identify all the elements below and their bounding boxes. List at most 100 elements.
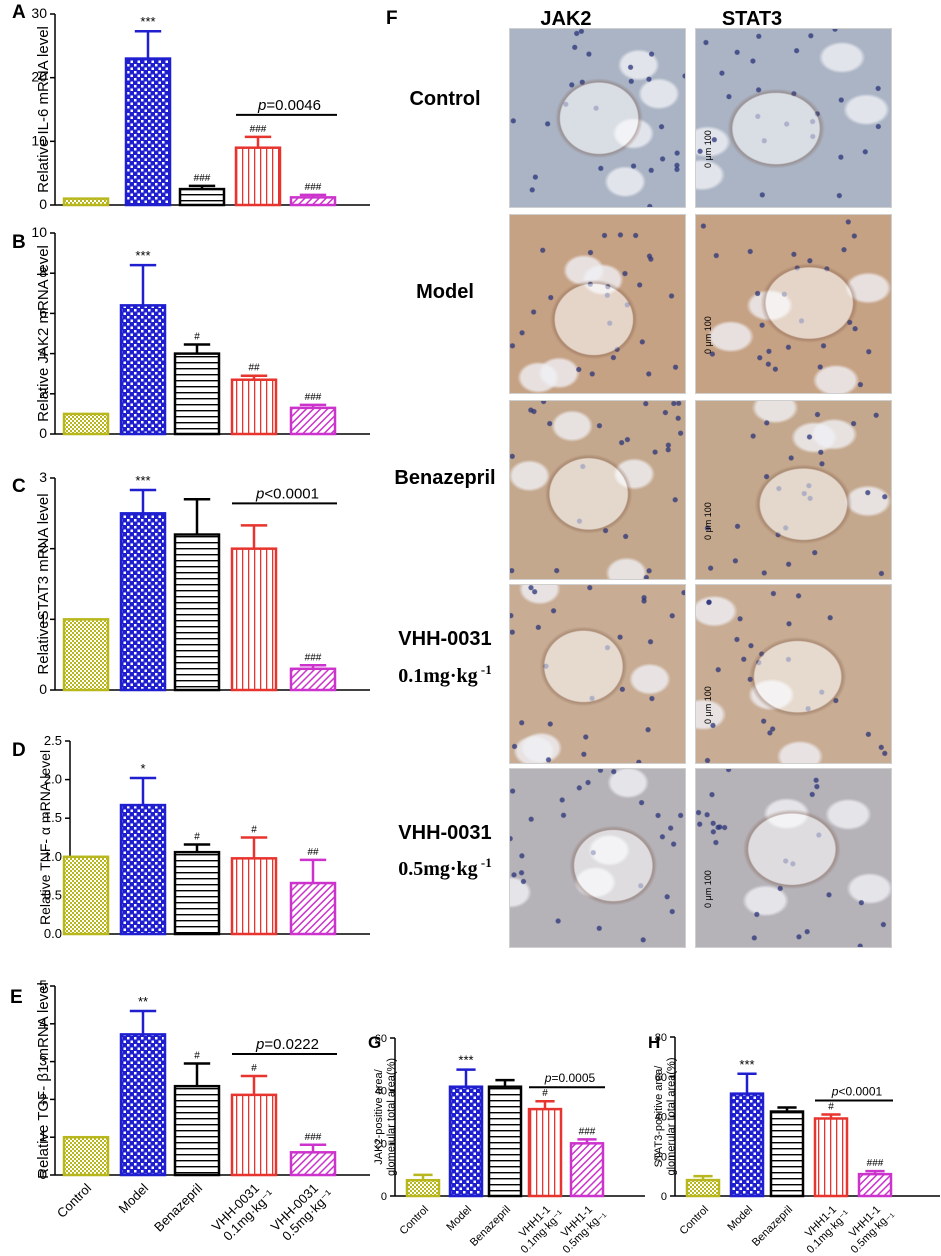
y-tick-label: 0 (39, 196, 47, 212)
bar (173, 533, 221, 692)
significance-label: ** (138, 994, 148, 1009)
panel-letter: D (12, 740, 26, 761)
row-label-dose: 0.5mg·kg -1 (398, 855, 492, 880)
chart-panel-g: G 0 20 40 60 JAK2-positive area/glomerular to… (368, 1033, 645, 1203)
y-tick-label: 2 (39, 385, 47, 401)
bar (230, 1093, 278, 1177)
row-label: Benazepril (394, 467, 495, 489)
y-tick-label: 1 (39, 1128, 47, 1144)
bar (173, 352, 221, 436)
bar (527, 1107, 563, 1198)
histology-image (509, 214, 686, 394)
significance-label: *** (140, 14, 155, 29)
x-category-label: Model (115, 1180, 151, 1216)
significance-label: ### (305, 652, 322, 663)
x-category-label: VHH1-10.5mg·kg₋₁ (840, 1199, 897, 1256)
y-tick-label: 40 (375, 1086, 387, 1098)
panel-letter: E (10, 987, 23, 1008)
y-tick-label: 10 (31, 224, 47, 240)
bar (230, 857, 278, 936)
scale-bar-label: 0 μm 100 (703, 870, 713, 908)
y-axis-label: Relative JAK2 mRNA level (35, 245, 52, 422)
scale-bar-label: 0 μm 100 (703, 316, 713, 354)
y-tick-label: 0 (39, 1166, 47, 1182)
y-tick-label: 1.5 (44, 810, 62, 825)
scale-bar-label: 0 μm 100 (703, 130, 713, 168)
row-label: Model (416, 281, 474, 303)
significance-label: *** (135, 248, 150, 263)
x-category-label: Benazepril (750, 1204, 795, 1249)
bar (230, 547, 278, 692)
bar (289, 667, 337, 692)
scale-bar-label: 0 μm 100 (703, 686, 713, 724)
x-category-label: VHH1-10.1mg·kg⁻¹ (796, 1199, 853, 1256)
y-tick-label: 60 (655, 1072, 667, 1084)
bar (119, 1033, 167, 1177)
significance-label: # (251, 1063, 257, 1074)
bar (62, 412, 110, 436)
bar (405, 1178, 441, 1198)
bar (289, 1151, 337, 1177)
y-tick-label: 2.5 (44, 733, 62, 748)
bar (62, 1135, 110, 1177)
significance-label: # (194, 831, 200, 842)
histology-image (509, 768, 686, 948)
y-tick-label: 10 (31, 132, 47, 148)
histology-image (695, 400, 892, 580)
y-tick-label: 1 (39, 610, 47, 626)
y-axis-label: RelativeSTAT3 mRNA level (35, 493, 52, 674)
histology-image (509, 28, 686, 208)
chart-panel-d: D 0.0 0.5 1.0 1.5 2.0 2.5 Relative TNF- α mRNA … (12, 733, 370, 941)
bar (289, 881, 337, 936)
x-category-label: Benazepril (151, 1180, 205, 1234)
bar (230, 378, 278, 436)
column-header: STAT3 (722, 8, 782, 30)
histology-image (695, 768, 892, 948)
y-tick-label: 20 (375, 1138, 387, 1150)
chart-panel-a: A 0 10 20 30 Relative IL-6 mRNA level *** ### ##… (12, 2, 370, 212)
bar (124, 57, 172, 207)
x-category-label: Control (398, 1204, 432, 1238)
p-value-label: p<0.0001 (831, 1085, 883, 1099)
y-tick-label: 6 (39, 304, 47, 320)
significance-label: # (194, 332, 200, 343)
row-label: VHH-0031 (398, 822, 491, 844)
bar (289, 196, 337, 207)
histology-image (695, 584, 892, 764)
x-category-label: Control (678, 1204, 712, 1238)
x-category-label: Benazepril (468, 1204, 513, 1249)
x-category-label: VHH-00310.1mg·kg⁻¹ (209, 1176, 278, 1245)
p-value-label: p=0.0046 (257, 97, 321, 114)
significance-label: ### (194, 173, 211, 184)
bar (857, 1172, 893, 1198)
significance-label: ## (248, 363, 260, 374)
significance-label: *** (135, 473, 150, 488)
p-value-label: p=0.0222 (255, 1036, 319, 1053)
y-tick-label: 0.5 (44, 887, 62, 902)
y-tick-label: 0 (39, 681, 47, 697)
bar (289, 406, 337, 436)
histology-image (509, 584, 686, 764)
y-tick-label: 0 (381, 1191, 387, 1203)
x-category-label: VHH1-10.5mg·kg₋₁ (552, 1199, 609, 1256)
significance-label: # (251, 825, 257, 836)
bar (62, 855, 110, 936)
bar (178, 187, 226, 207)
y-axis-label: Relative TGF- β1 mRNA level (35, 982, 52, 1179)
y-tick-label: 2 (39, 540, 47, 556)
bar (234, 146, 282, 207)
histology-image (509, 400, 686, 580)
y-tick-label: 3 (39, 1053, 47, 1069)
significance-label: # (194, 1050, 200, 1061)
histology-image (695, 28, 892, 208)
y-tick-label: 3 (39, 469, 47, 485)
panel-letter: F (386, 8, 398, 29)
chart-panel-c: C 0 1 2 3 RelativeSTAT3 mRNA level *** ### p<0.0… (12, 469, 370, 697)
panel-letter: G (368, 1033, 381, 1052)
p-value-label: p=0.0005 (544, 1071, 596, 1085)
bar (62, 197, 110, 207)
row-label: VHH-0031 (398, 628, 491, 650)
significance-label: # (542, 1088, 548, 1099)
bar (173, 1084, 221, 1177)
